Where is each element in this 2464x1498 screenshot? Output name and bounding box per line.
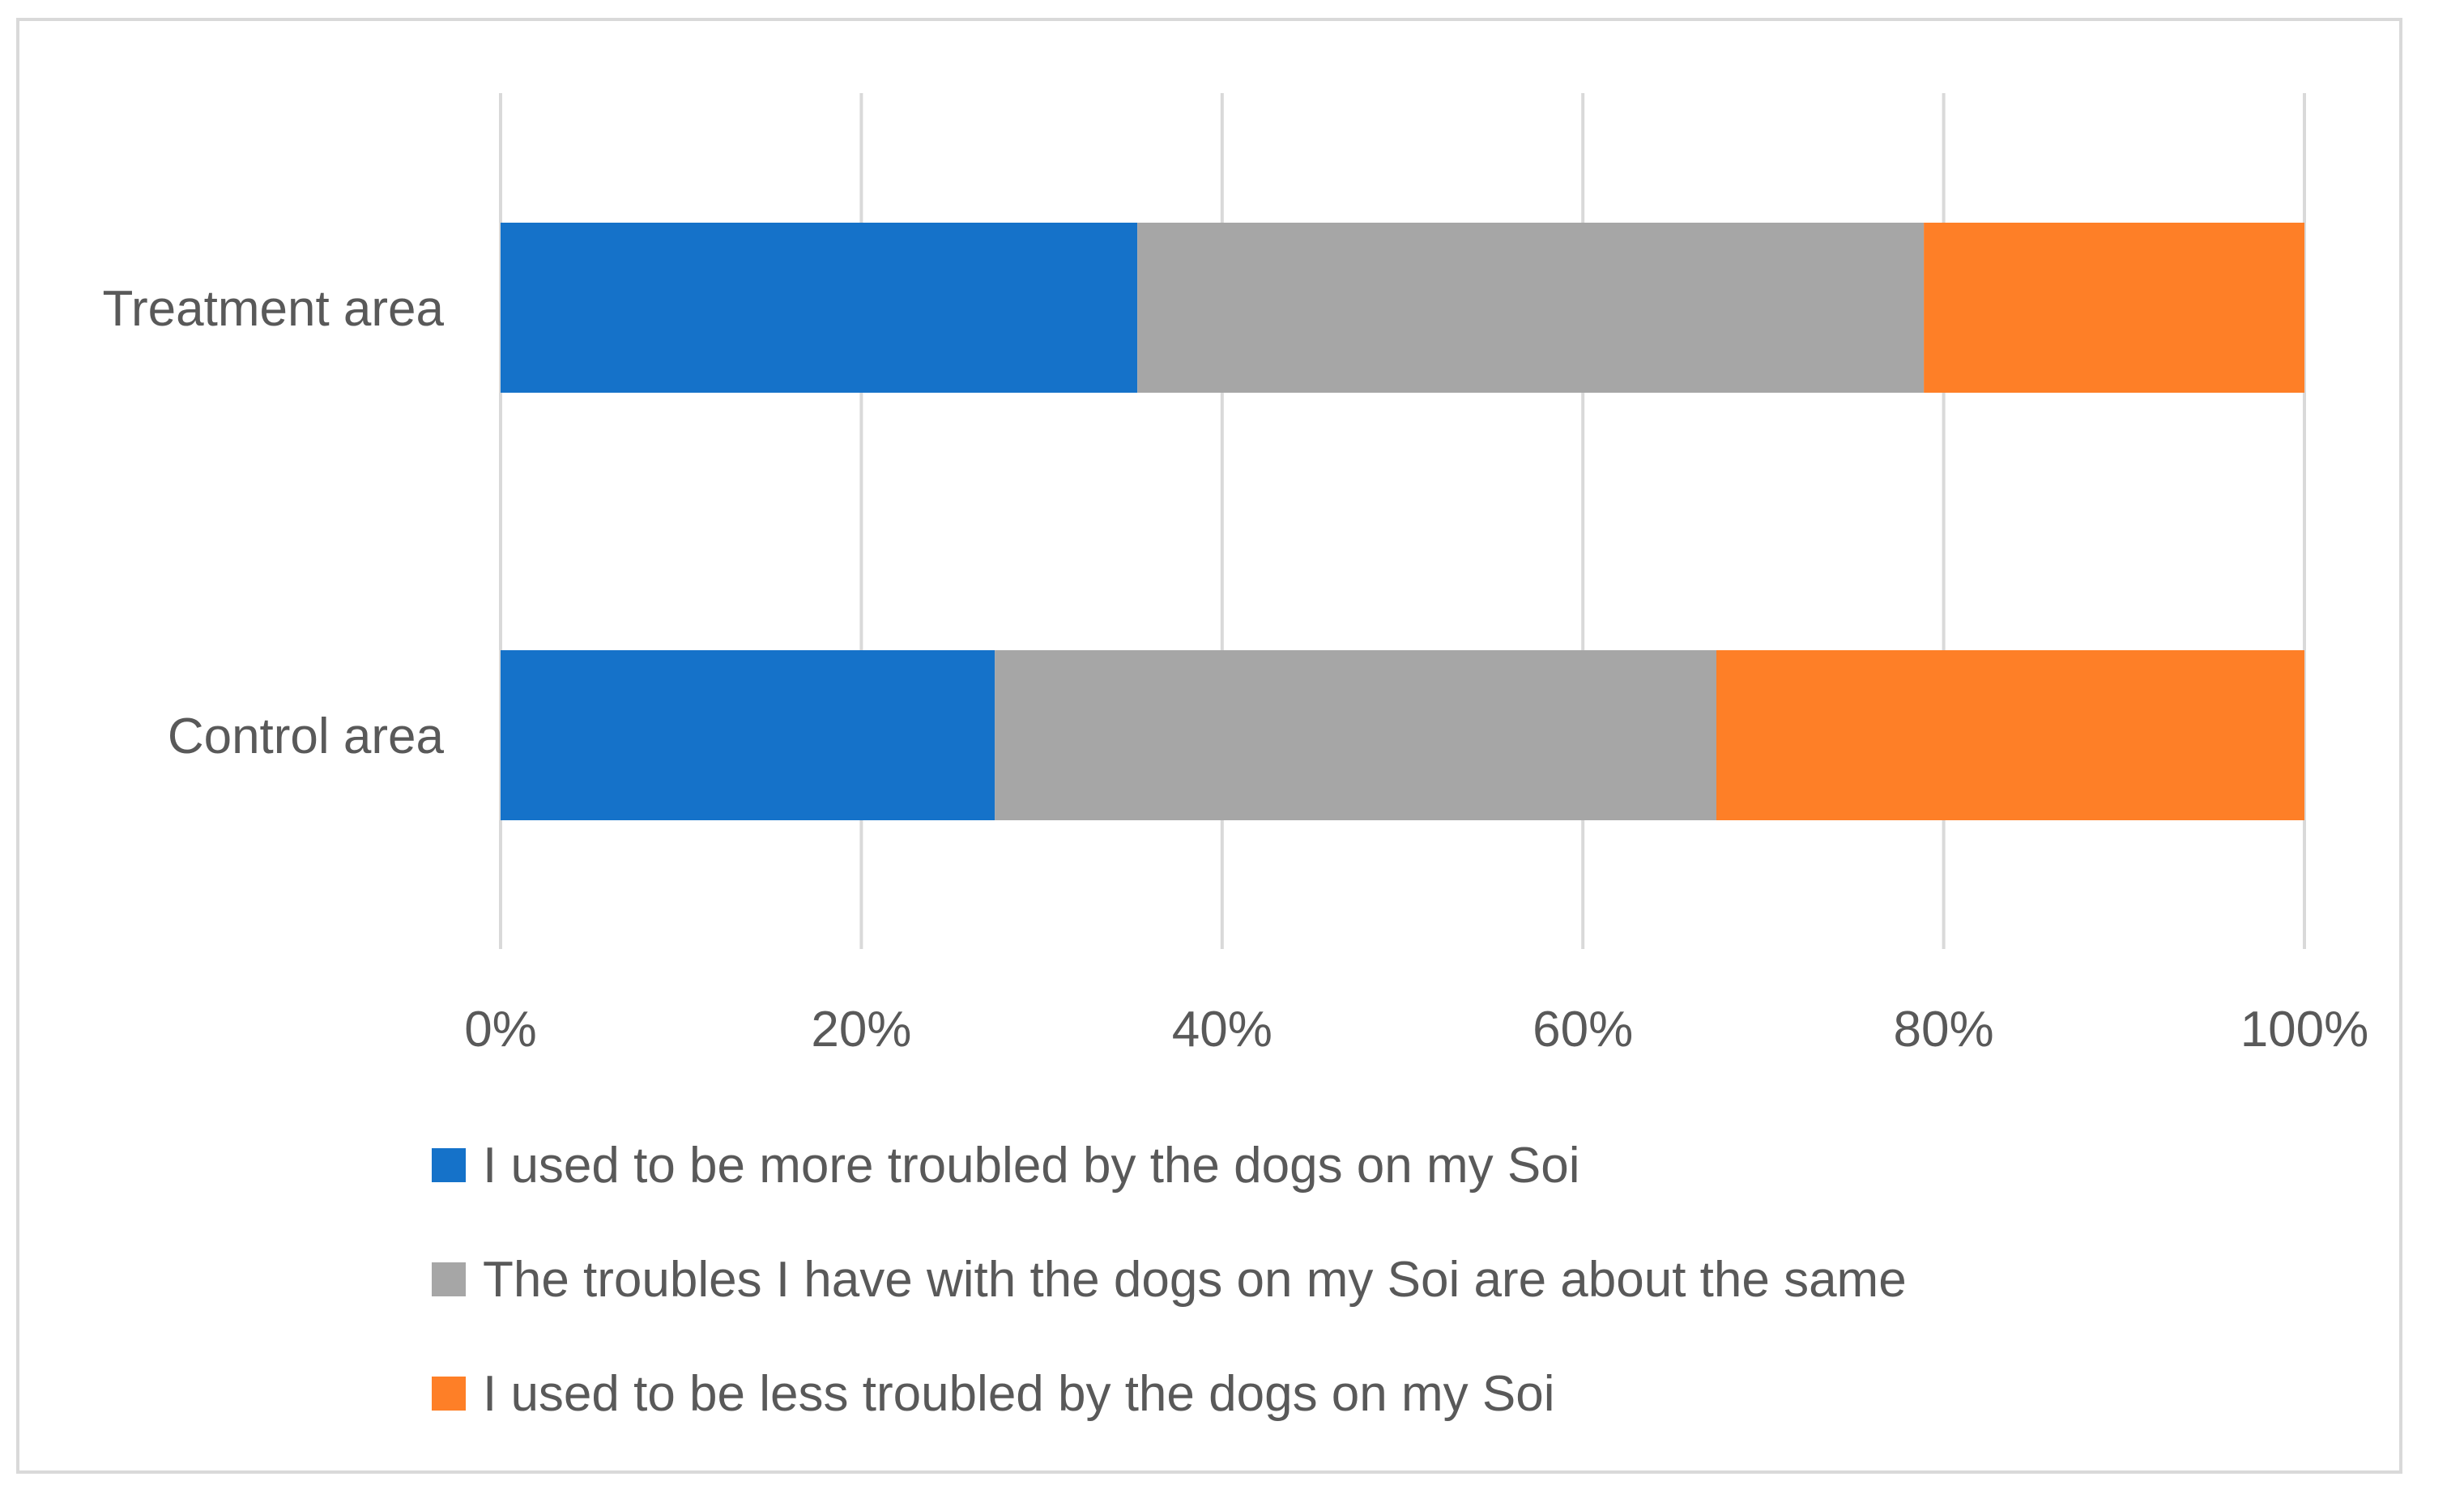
- category-label: Control area: [168, 709, 445, 764]
- category-label: Treatment area: [102, 281, 444, 337]
- legend-label: I used to be less troubled by the dogs o…: [483, 1366, 1554, 1422]
- legend-swatch: [432, 1377, 466, 1411]
- legend-label: The troubles I have with the dogs on my …: [483, 1252, 1907, 1308]
- x-tick-label: 60%: [1533, 1002, 1633, 1058]
- legend: I used to be more troubled by the dogs o…: [432, 1138, 1907, 1422]
- legend-swatch: [432, 1262, 466, 1296]
- x-tick-label: 0%: [464, 1002, 537, 1058]
- bar-segment: [501, 223, 1138, 393]
- bar-segment: [1137, 223, 1925, 393]
- x-tick-label: 20%: [811, 1002, 911, 1058]
- x-tick-label: 40%: [1172, 1002, 1272, 1058]
- bar-segment: [501, 650, 995, 820]
- legend-label: I used to be more troubled by the dogs o…: [483, 1138, 1579, 1194]
- x-axis-tick-labels: 0% 20% 40% 60% 80% 100%: [464, 1002, 2368, 1058]
- bar-segment: [995, 650, 1716, 820]
- x-tick-label: 100%: [2240, 1002, 2369, 1058]
- legend-swatch: [432, 1148, 466, 1182]
- bar-segment: [1924, 223, 2304, 393]
- x-tick-label: 80%: [1894, 1002, 1994, 1058]
- bar-segment: [1716, 650, 2304, 820]
- bars: [501, 223, 2304, 820]
- category-labels: Treatment area Control area: [102, 281, 444, 764]
- gridlines: [499, 93, 2306, 949]
